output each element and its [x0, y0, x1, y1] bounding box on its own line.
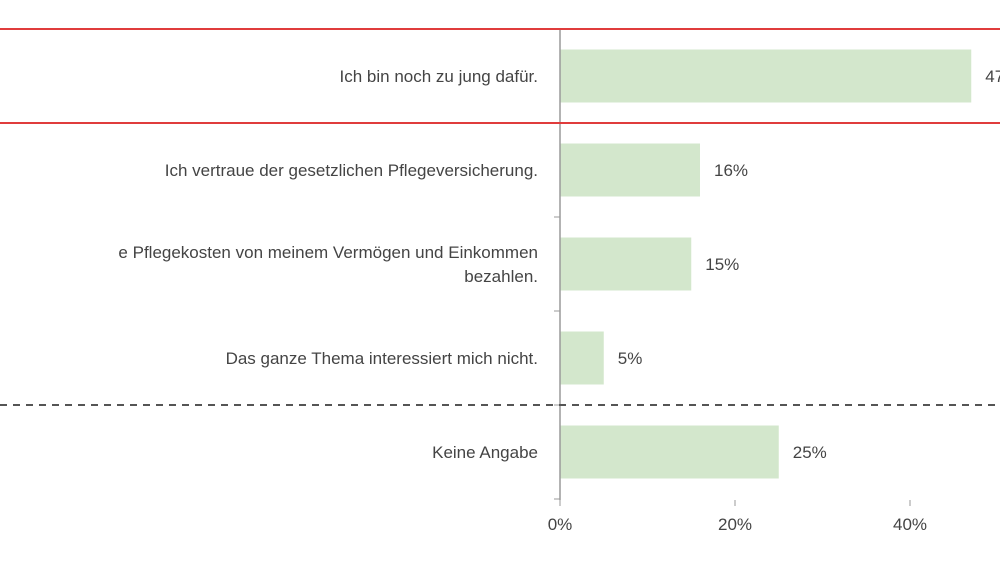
category-label: Ich vertraue der gesetzlichen Pflegevers… [165, 161, 538, 180]
data-label: 5% [618, 349, 643, 368]
x-tick-label: 40% [893, 515, 927, 534]
x-tick-label: 20% [718, 515, 752, 534]
category-label: Das ganze Thema interessiert mich nicht. [226, 349, 538, 368]
bar [560, 143, 700, 197]
data-label: 15% [705, 255, 739, 274]
data-label: 25% [793, 443, 827, 462]
bar [560, 49, 972, 103]
category-label: bezahlen. [464, 267, 538, 286]
category-label: e Pflegekosten von meinem Vermögen und E… [118, 243, 538, 262]
data-label: 47% [985, 67, 1000, 86]
x-tick-label: 0% [548, 515, 573, 534]
bar [560, 331, 604, 385]
bar [560, 237, 692, 291]
category-label: Ich bin noch zu jung dafür. [340, 67, 538, 86]
bar [560, 425, 779, 479]
category-label: Keine Angabe [432, 443, 538, 462]
data-label: 16% [714, 161, 748, 180]
